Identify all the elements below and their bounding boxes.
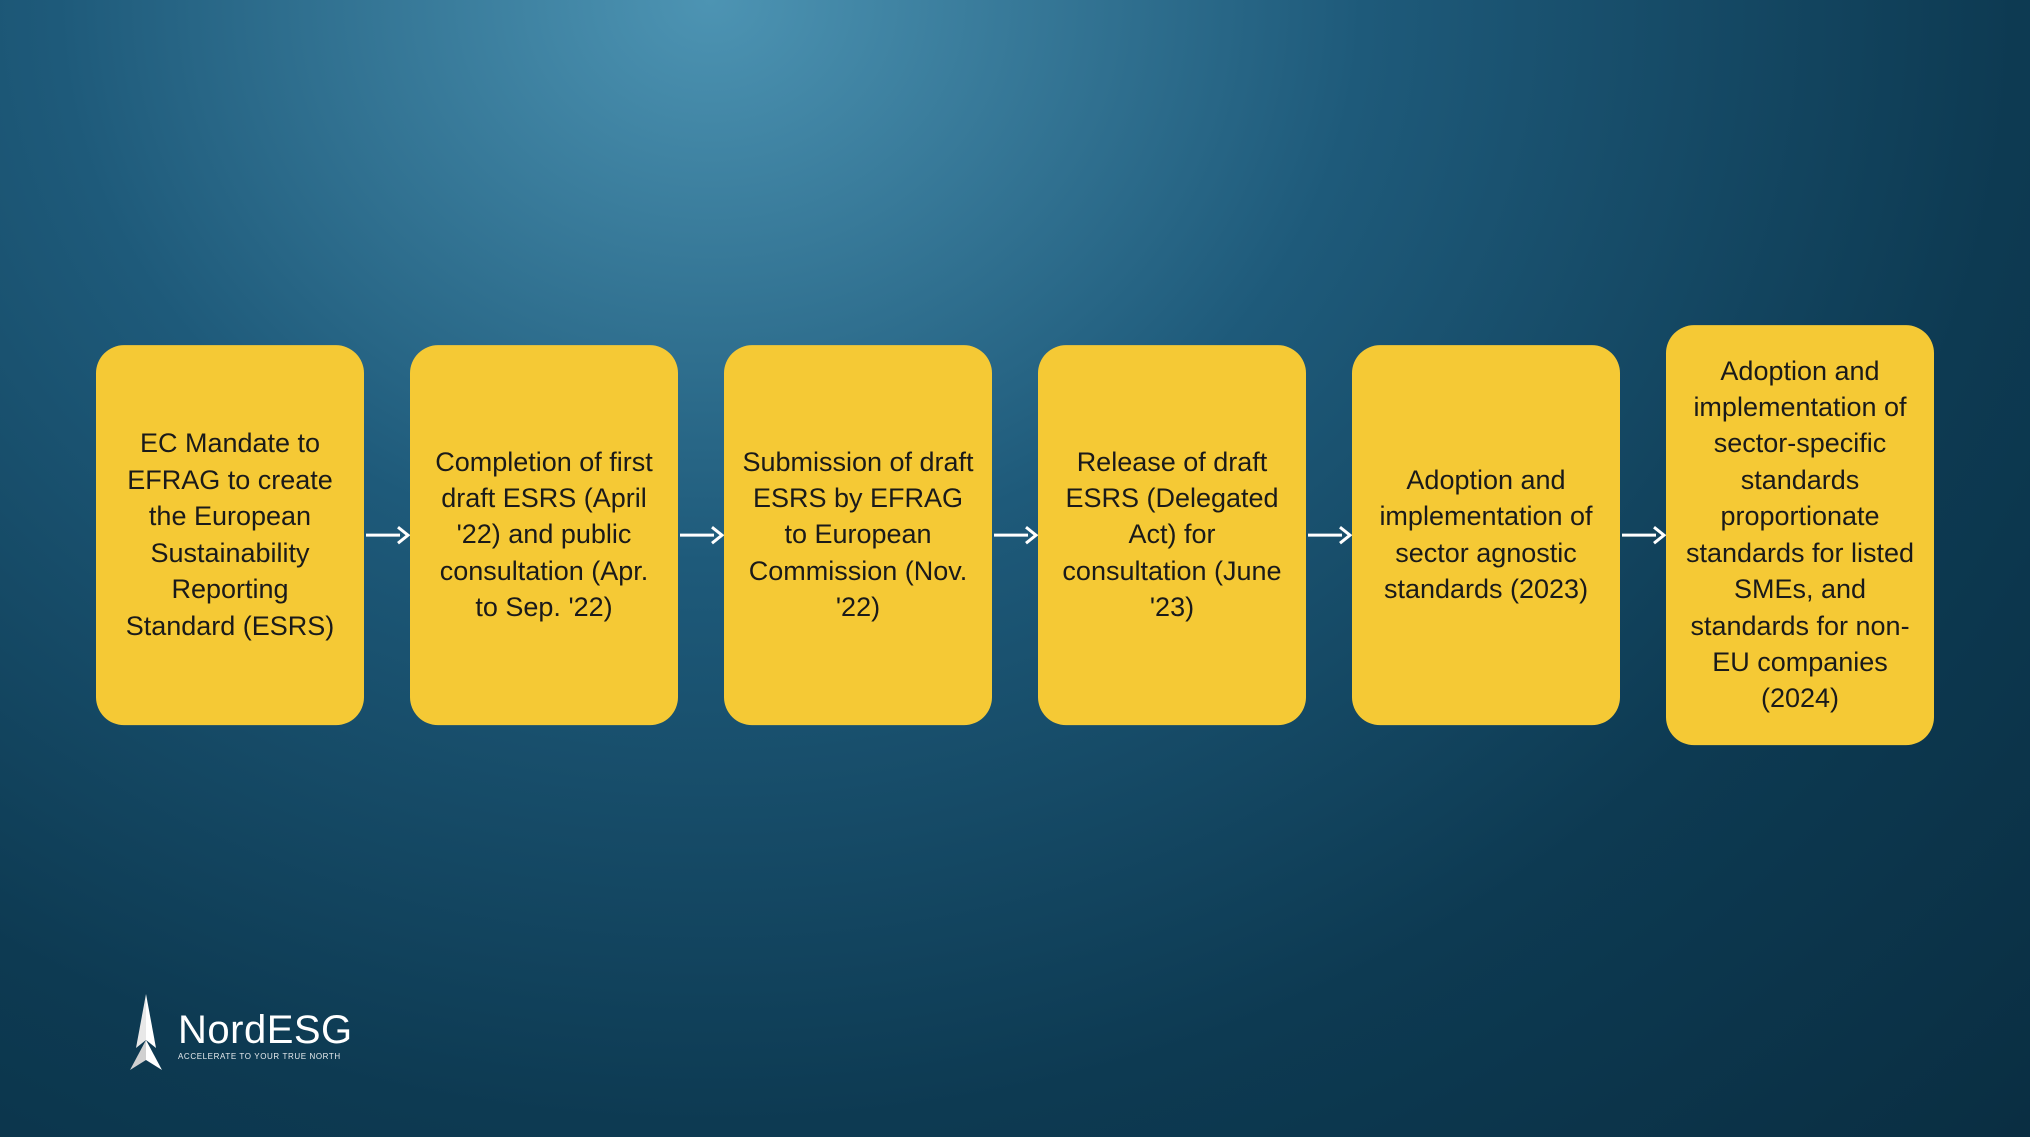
flowchart-container: EC Mandate to EFRAG to create the Europe… bbox=[35, 325, 1995, 745]
flow-step-1: EC Mandate to EFRAG to create the Europe… bbox=[96, 345, 364, 725]
flow-step-4: Release of draft ESRS (Delegated Act) fo… bbox=[1038, 345, 1306, 725]
logo: NordESG ACCELERATE TO YOUR TRUE NORTH bbox=[120, 992, 353, 1079]
arrow-right-icon bbox=[1306, 523, 1352, 547]
logo-text-wrap: NordESG ACCELERATE TO YOUR TRUE NORTH bbox=[178, 1010, 353, 1061]
flow-step-6: Adoption and implementation of sector-sp… bbox=[1666, 325, 1934, 745]
flow-step-5: Adoption and implementation of sector ag… bbox=[1352, 345, 1620, 725]
arrow-right-icon bbox=[364, 523, 410, 547]
compass-north-icon bbox=[120, 992, 172, 1079]
flow-step-3: Submission of draft ESRS by EFRAG to Eur… bbox=[724, 345, 992, 725]
arrow-right-icon bbox=[1620, 523, 1666, 547]
arrow-right-icon bbox=[678, 523, 724, 547]
logo-name: NordESG bbox=[178, 1010, 353, 1050]
flow-step-2: Completion of first draft ESRS (April '2… bbox=[410, 345, 678, 725]
arrow-right-icon bbox=[992, 523, 1038, 547]
logo-tagline: ACCELERATE TO YOUR TRUE NORTH bbox=[178, 1052, 353, 1061]
